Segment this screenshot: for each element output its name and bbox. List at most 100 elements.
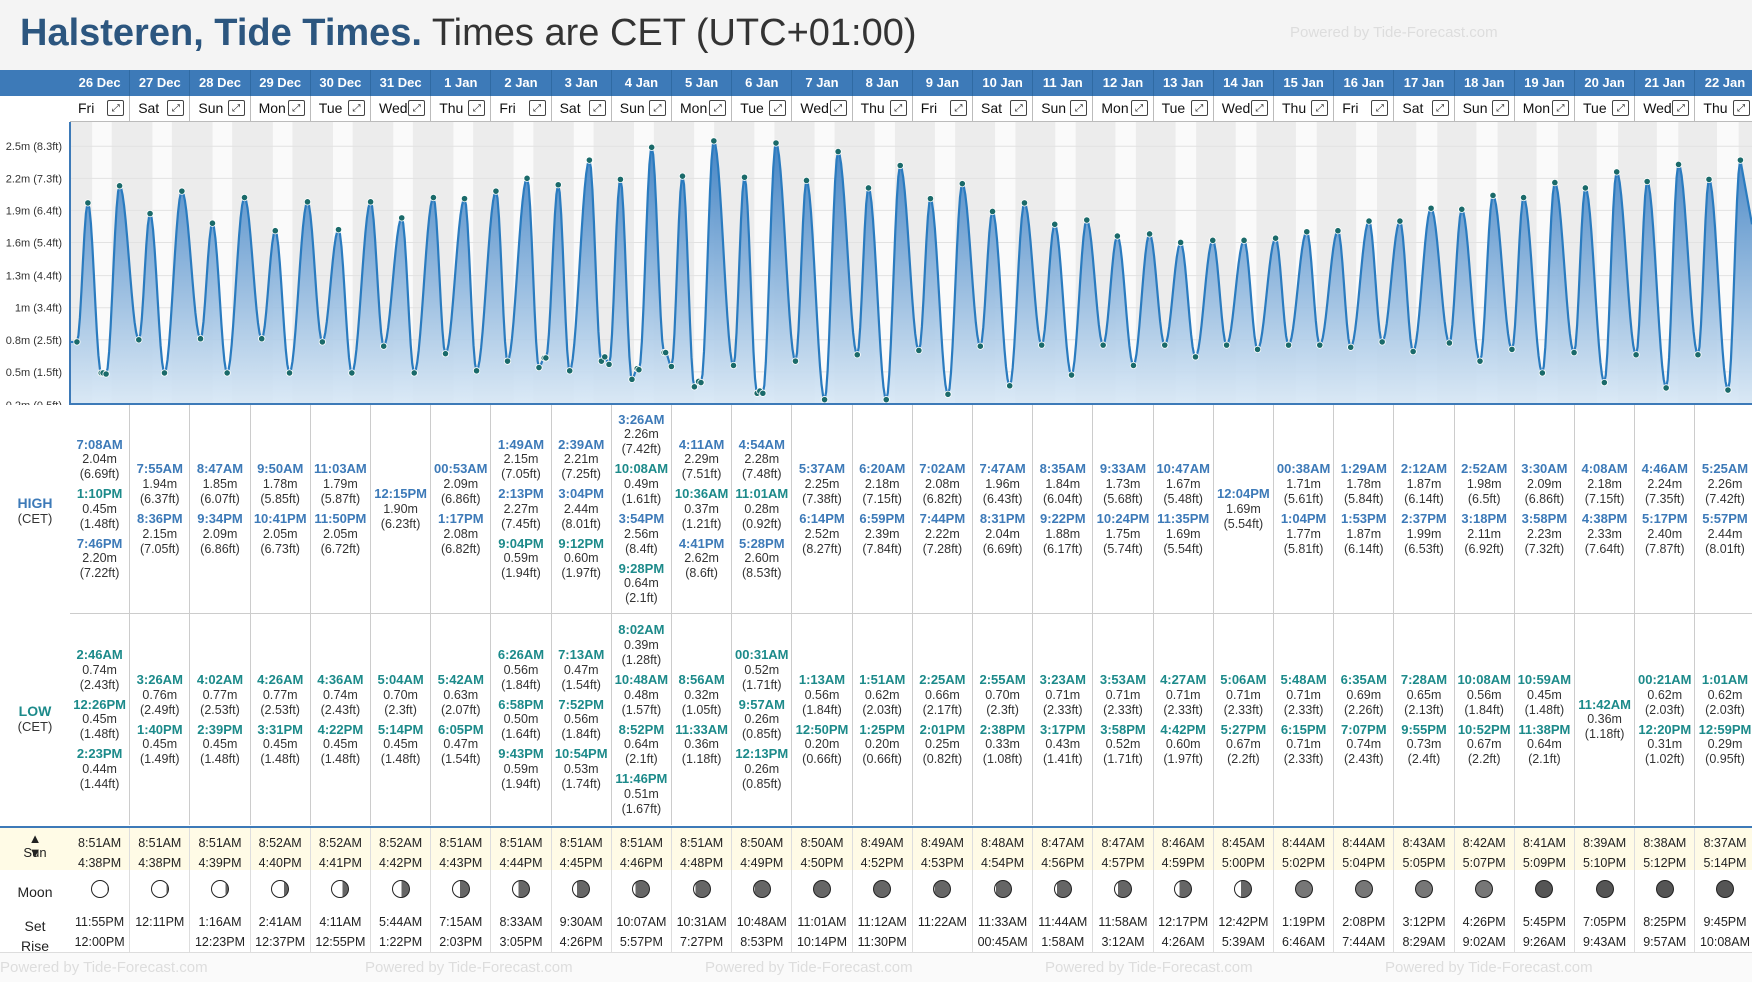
expand-icon[interactable]: ⤢ xyxy=(287,100,305,116)
watermark: Powered by Tide-Forecast.com xyxy=(1290,24,1498,41)
tide-height-m: 0.71m xyxy=(1045,687,1081,702)
tide-point xyxy=(690,383,699,391)
expand-icon[interactable]: ⤢ xyxy=(1250,100,1268,116)
expand-icon[interactable]: ⤢ xyxy=(1612,100,1630,116)
tide-height-ft: (7.22ft) xyxy=(79,566,120,581)
expand-icon[interactable]: ⤢ xyxy=(408,100,426,116)
tide-point xyxy=(1334,227,1342,235)
tide-height-ft: (1.94ft) xyxy=(501,776,541,791)
expand-icon[interactable]: ⤢ xyxy=(769,100,787,116)
expand-icon[interactable]: ⤢ xyxy=(1130,100,1148,116)
tide-height-m: 0.74m xyxy=(1346,737,1382,752)
tide-time: 5:27PM xyxy=(1220,721,1267,737)
tide-height-ft: (0.85ft) xyxy=(741,776,782,791)
expand-icon[interactable]: ⤢ xyxy=(167,100,185,116)
moon-phase-icon xyxy=(1113,880,1132,898)
expand-icon[interactable]: ⤢ xyxy=(648,100,666,116)
tide-time: 11:46PM xyxy=(615,771,668,787)
expand-icon[interactable]: ⤢ xyxy=(588,100,606,116)
tide-height-ft: (2.1ft) xyxy=(1528,752,1561,767)
high-column: 2:12AM 1.87m (6.14ft) 2:37PM 1.99m (6.53ft) xyxy=(1394,405,1455,613)
low-column: 11:42AM 0.36m (1.18ft) xyxy=(1575,614,1636,825)
expand-icon[interactable]: ⤢ xyxy=(468,100,486,116)
tide-height-ft: (8.4ft) xyxy=(625,541,658,556)
expand-icon[interactable]: ⤢ xyxy=(1431,100,1449,116)
expand-icon[interactable]: ⤢ xyxy=(889,100,907,116)
expand-icon[interactable]: ⤢ xyxy=(1311,100,1329,116)
tide-time: 10:36AM xyxy=(674,486,729,502)
expand-icon[interactable]: ⤢ xyxy=(949,100,967,116)
tide-point xyxy=(429,193,438,202)
low-column: 7:28AM 0.65m (2.13ft) 9:55PM 0.73m (2.4ft) xyxy=(1394,614,1455,825)
tide-height-m: 0.49m xyxy=(624,477,659,491)
expand-icon[interactable]: ⤢ xyxy=(1732,100,1750,116)
high-tide-entry: 8:47AM 1.85m (6.07ft) xyxy=(190,461,249,507)
tide-point xyxy=(1067,371,1076,379)
tide-point xyxy=(1303,228,1311,236)
high-tide-entry: 9:34PM 2.09m (6.86ft) xyxy=(190,511,249,557)
tide-height-ft: (2.4ft) xyxy=(1407,752,1441,767)
sunrise-time: 8:50AM xyxy=(740,836,784,850)
tide-time: 2:55AM xyxy=(979,671,1026,687)
expand-icon[interactable]: ⤢ xyxy=(1491,100,1509,116)
sun-cell: 8:39AM 5:10PM xyxy=(1575,828,1636,872)
weekday-cell: Tue ⤢ xyxy=(732,96,793,122)
tide-height-ft: (2.33ft) xyxy=(1163,702,1203,717)
tide-time: 1:01AM xyxy=(1701,671,1749,687)
expand-icon[interactable]: ⤢ xyxy=(829,100,847,116)
tide-point xyxy=(958,180,966,188)
expand-icon[interactable]: ⤢ xyxy=(347,100,365,116)
date-cell: 30 Dec xyxy=(311,70,371,96)
expand-icon[interactable]: ⤢ xyxy=(528,100,546,116)
expand-icon[interactable]: ⤢ xyxy=(1190,100,1208,116)
moonset-time: 12:17PM xyxy=(1158,915,1209,929)
tide-time: 6:14PM xyxy=(799,511,845,526)
low-tide-entry: 9:28PM 0.64m (2.1ft) xyxy=(612,561,671,607)
date-cell: 19 Jan xyxy=(1515,70,1575,96)
expand-icon[interactable]: ⤢ xyxy=(1010,100,1028,116)
tide-point xyxy=(882,396,890,404)
expand-icon[interactable]: ⤢ xyxy=(709,100,727,116)
tide-time: 9:28PM xyxy=(618,560,665,576)
tide-time: 2:23PM xyxy=(76,746,123,762)
high-column: 3:26AM 2.26m (7.42ft) 10:08AM 0.49m (1.61ft) 3… xyxy=(612,405,672,613)
tide-height-ft: (7.51ft) xyxy=(681,467,722,482)
expand-icon[interactable]: ⤢ xyxy=(227,100,245,116)
sunrise-time: 8:46AM xyxy=(1161,836,1205,850)
expand-icon[interactable]: ⤢ xyxy=(1551,100,1569,116)
tide-height-ft: (5.54ft) xyxy=(1163,541,1203,556)
tide-height-m: 1.90m xyxy=(383,501,418,516)
tide-point xyxy=(601,353,609,361)
expand-icon[interactable]: ⤢ xyxy=(1672,100,1690,116)
high-column: 00:53AM 2.09m (6.86ft) 1:17PM 2.08m (6.82ft) xyxy=(431,405,492,613)
tide-height-ft: (0.82ft) xyxy=(922,752,963,767)
moonrise-time: 11:30PM xyxy=(857,935,907,949)
low-tide-entry: 1:10PM 0.45m (1.48ft) xyxy=(70,486,129,532)
tide-time: 11:42AM xyxy=(1578,696,1631,712)
tide-height-m: 0.70m xyxy=(383,687,418,702)
moon-cell: 11:01AM 10:14PM xyxy=(792,870,853,952)
moonset-time: 5:44AM xyxy=(379,915,423,929)
weekday-label: Fri xyxy=(78,100,95,116)
tide-time: 5:57PM xyxy=(1702,511,1748,526)
tide-height-ft: (5.74ft) xyxy=(1103,541,1143,556)
moon-cell: 11:44AM 1:58AM xyxy=(1033,870,1094,952)
tide-point xyxy=(1724,386,1732,394)
tide-time: 7:07PM xyxy=(1341,721,1387,737)
moon-cell: 11:12AM 11:30PM xyxy=(853,870,913,952)
moon-phase-icon xyxy=(331,880,350,898)
low-column: 10:59AM 0.45m (1.48ft) 11:38PM 0.64m (2.1ft) xyxy=(1515,614,1575,825)
weekday-cell: Wed ⤢ xyxy=(1213,96,1274,122)
tide-point xyxy=(1253,345,1262,353)
tide-height-m: 0.62m xyxy=(1647,687,1683,702)
high-tide-entry: 6:59PM 2.39m (7.84ft) xyxy=(853,511,912,557)
date-cell: 26 Dec xyxy=(70,70,131,96)
tide-height-ft: (2.26ft) xyxy=(1343,702,1384,717)
tide-height-m: 0.73m xyxy=(1406,737,1442,752)
expand-icon[interactable]: ⤢ xyxy=(1371,100,1389,116)
expand-icon[interactable]: ⤢ xyxy=(107,100,125,116)
low-tide-entry: 8:02AM 0.39m (1.28ft) xyxy=(612,622,671,668)
tide-height-ft: (5.54ft) xyxy=(1223,516,1264,531)
tide-height-m: 0.74m xyxy=(82,662,117,677)
expand-icon[interactable]: ⤢ xyxy=(1070,100,1088,116)
